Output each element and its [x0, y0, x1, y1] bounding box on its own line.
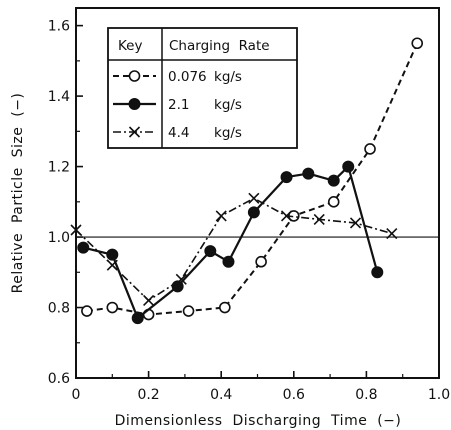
- series-line-2: [83, 165, 379, 320]
- x-tick-label: 1.0: [428, 387, 450, 403]
- series-1-point: [327, 196, 340, 208]
- y-tick-label: 0.6: [48, 371, 70, 387]
- series-2-point: [342, 160, 355, 173]
- legend-label-series-2-value: 2.1: [168, 97, 189, 113]
- y-tick-label: 1.0: [48, 230, 70, 246]
- legend-label-series-2-unit: kg/s: [214, 97, 242, 113]
- series-1-point: [364, 143, 376, 155]
- series-3-point: [280, 210, 293, 222]
- series-2-point: [131, 312, 144, 325]
- legend-header-rate: Charging Rate: [169, 38, 270, 54]
- series-3-point: [175, 273, 187, 285]
- legend-label-series-1-unit: kg/s: [214, 69, 242, 85]
- x-tick-label: 0.2: [137, 387, 159, 403]
- series-2-point: [327, 174, 340, 187]
- series-1-point: [411, 37, 424, 50]
- series-1-point: [255, 255, 267, 268]
- x-tick-label: 0.8: [355, 387, 377, 403]
- legend: Key Charging Rate 0.076 kg/s 2.1 kg/s 4.…: [107, 27, 298, 149]
- x-axis-label: Dimensionless Discharging Time (−): [115, 413, 402, 429]
- series-1-point: [182, 305, 195, 317]
- x-tick-label: 0: [72, 387, 81, 403]
- series-3-point: [143, 294, 155, 307]
- series-3-point: [70, 224, 82, 236]
- x-tick-label: 0.6: [283, 387, 305, 403]
- series-3-point: [386, 227, 398, 240]
- series-2-point: [204, 245, 217, 258]
- series-2-point: [371, 266, 384, 279]
- series-line-3: [75, 197, 393, 302]
- series-2-point: [280, 171, 293, 184]
- legend-header-key: Key: [118, 38, 142, 54]
- legend-marker-series-1: [128, 70, 141, 82]
- legend-marker-series-3: [128, 126, 141, 138]
- series-3-point: [106, 259, 118, 271]
- series-1-point: [81, 305, 93, 317]
- legend-label-series-3-value: 4.4: [168, 125, 189, 141]
- series-line-1: [86, 42, 419, 316]
- series-2-point: [302, 167, 315, 180]
- y-tick-label: 1.6: [48, 19, 70, 35]
- series-3-point: [313, 213, 325, 225]
- legend-label-series-1-value: 0.076: [168, 69, 207, 85]
- legend-label-series-3-unit: kg/s: [214, 125, 242, 141]
- series-1-point: [219, 301, 231, 314]
- series-2-point: [222, 255, 235, 268]
- y-tick-label: 1.2: [48, 160, 70, 176]
- y-tick-label: 0.8: [48, 301, 70, 317]
- legend-marker-series-2: [128, 98, 141, 110]
- x-tick-label: 0.4: [210, 387, 232, 403]
- series-3-point: [349, 217, 362, 229]
- series-3-point: [215, 210, 227, 222]
- series-3-point: [248, 192, 260, 204]
- series-1-point: [106, 301, 119, 314]
- y-tick-label: 1.4: [48, 89, 70, 105]
- y-axis-label: Relative Particle Size (−): [10, 93, 26, 294]
- series-2-point: [106, 248, 119, 261]
- series-2-point: [77, 241, 90, 254]
- series-2-point: [247, 206, 260, 219]
